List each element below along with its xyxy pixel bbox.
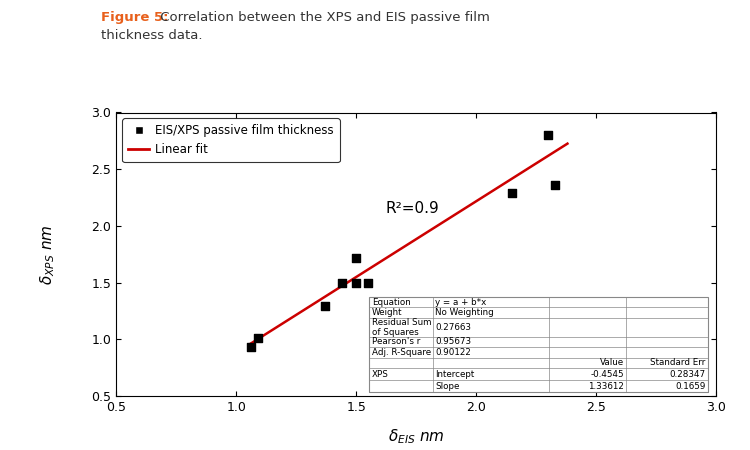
Text: Value: Value (600, 359, 624, 368)
Text: 0.90122: 0.90122 (436, 348, 471, 357)
EIS/XPS passive film thickness (350, 254, 362, 261)
Text: R²=0.9: R²=0.9 (385, 202, 439, 216)
Text: y = a + b*x: y = a + b*x (436, 297, 487, 306)
Legend: EIS/XPS passive film thickness, Linear fit: EIS/XPS passive film thickness, Linear f… (122, 118, 340, 162)
Text: XPS: XPS (372, 369, 388, 378)
EIS/XPS passive film thickness (542, 131, 554, 139)
Text: Residual Sum
of Squares: Residual Sum of Squares (372, 318, 431, 337)
Text: -0.4545: -0.4545 (590, 369, 624, 378)
Text: 0.95673: 0.95673 (436, 338, 472, 346)
EIS/XPS passive film thickness (550, 181, 562, 189)
Text: $\delta_{\mathregular{XPS}}$ nm: $\delta_{\mathregular{XPS}}$ nm (38, 224, 56, 284)
Text: Intercept: Intercept (436, 369, 475, 378)
Text: 0.1659: 0.1659 (675, 382, 706, 391)
Text: Correlation between the XPS and EIS passive film: Correlation between the XPS and EIS pass… (156, 11, 490, 24)
Line: Linear fit: Linear fit (251, 144, 568, 344)
Text: Slope: Slope (436, 382, 460, 391)
Linear fit (259, 333, 268, 338)
Text: Pearson's r: Pearson's r (372, 338, 420, 346)
Linear fit (331, 288, 340, 293)
Text: Equation: Equation (372, 297, 410, 306)
Linear fit (246, 341, 255, 346)
EIS/XPS passive film thickness (319, 303, 331, 310)
EIS/XPS passive film thickness (350, 279, 362, 286)
Linear fit (266, 329, 274, 334)
EIS/XPS passive film thickness (506, 189, 518, 197)
Text: No Weighting: No Weighting (436, 308, 494, 317)
Linear fit (536, 158, 545, 163)
Text: thickness data.: thickness data. (101, 29, 202, 42)
Linear fit (305, 304, 314, 309)
Text: Weight: Weight (372, 308, 402, 317)
Text: Adj. R-Square: Adj. R-Square (372, 348, 431, 357)
EIS/XPS passive film thickness (336, 279, 348, 286)
Text: Standard Err: Standard Err (650, 359, 706, 368)
Text: Figure 5:: Figure 5: (101, 11, 169, 24)
EIS/XPS passive film thickness (252, 334, 264, 342)
Text: 1.33612: 1.33612 (588, 382, 624, 391)
FancyBboxPatch shape (370, 297, 708, 392)
EIS/XPS passive film thickness (244, 344, 256, 351)
Linear fit (547, 151, 556, 157)
Linear fit (563, 141, 572, 146)
Text: $\delta_{\mathregular{EIS}}$ nm: $\delta_{\mathregular{EIS}}$ nm (388, 427, 445, 446)
Text: 0.27663: 0.27663 (436, 323, 472, 332)
EIS/XPS passive film thickness (362, 279, 374, 286)
Text: 0.28347: 0.28347 (669, 369, 706, 378)
